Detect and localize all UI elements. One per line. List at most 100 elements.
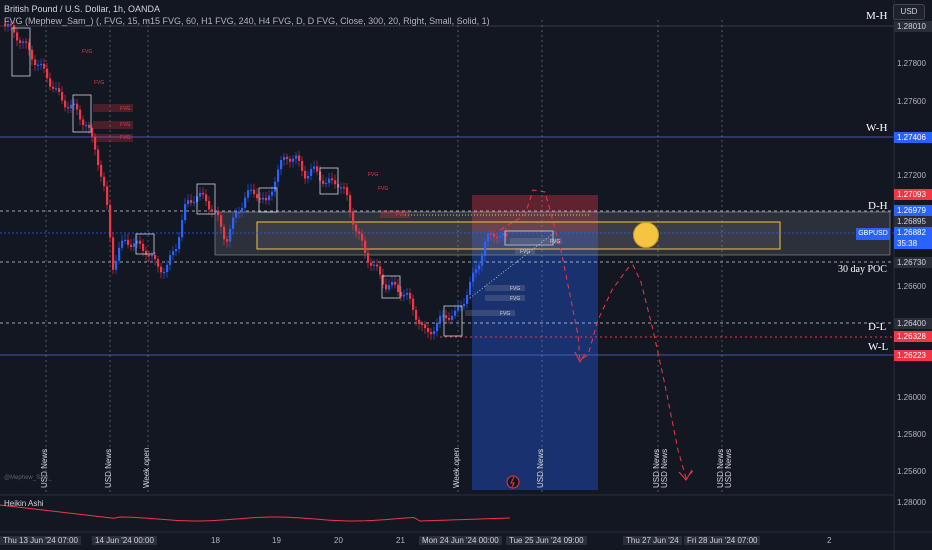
candle-body: [37, 64, 40, 66]
candle-body: [193, 201, 196, 204]
candle-body: [448, 317, 451, 320]
candle-body: [358, 231, 361, 234]
candle-body: [22, 41, 25, 43]
candle-body: [268, 195, 271, 201]
fvg-label: FVG: [550, 239, 561, 245]
candle-body: [82, 119, 85, 126]
short-position-target-zone[interactable]: [472, 232, 598, 490]
candle-body: [136, 240, 139, 244]
candle-body: [460, 306, 463, 308]
candle-body: [163, 271, 166, 274]
candle-body: [484, 241, 487, 256]
candle-body: [175, 249, 178, 252]
event-label: USD News: [536, 448, 545, 488]
candle-body: [250, 189, 253, 191]
candle-body: [28, 42, 31, 50]
candle-body: [19, 40, 22, 43]
candle-body: [49, 78, 52, 87]
candle-body: [103, 176, 106, 187]
candle-body: [349, 195, 352, 212]
candle-body: [316, 166, 319, 172]
price-label: 1.27600: [897, 97, 926, 106]
price-candles: [4, 18, 508, 340]
candle-body: [154, 255, 157, 260]
premium-array-box[interactable]: [256, 221, 781, 250]
price-label: 1.27200: [897, 171, 926, 180]
candle-body: [40, 63, 43, 66]
level-label-weekly-high: W-H: [866, 122, 888, 134]
candle-body: [100, 164, 103, 177]
candle-body: [382, 274, 385, 285]
daily-fvg-zone[interactable]: [214, 211, 891, 256]
candle-body: [142, 243, 145, 251]
candle-body: [283, 156, 286, 161]
candle-body: [16, 32, 19, 41]
candle-body: [493, 233, 496, 237]
candle-body: [64, 100, 67, 108]
projected-path[interactable]: [499, 189, 695, 479]
candle-body: [490, 233, 493, 235]
candle-body: [505, 233, 508, 237]
price-label: 1.26223: [894, 350, 932, 361]
candle-body: [334, 180, 337, 185]
candle-body: [376, 264, 379, 267]
candle-body: [451, 315, 454, 320]
candle-body: [379, 266, 382, 275]
candle-body: [436, 322, 439, 332]
event-label: USD News: [104, 448, 113, 488]
candle-body: [67, 107, 70, 109]
fvg-label: FVG: [94, 80, 105, 86]
candle-body: [97, 149, 100, 165]
candle-body: [109, 204, 112, 238]
candle-body: [424, 324, 427, 329]
candle-body: [472, 272, 475, 282]
candle-body: [397, 284, 400, 292]
symbol-tag: GBPUSD: [856, 228, 890, 240]
candle-body: [310, 168, 313, 176]
fvg-label: FVG: [120, 106, 131, 112]
candle-body: [76, 103, 79, 110]
candle-body: [166, 264, 169, 272]
candle-body: [427, 328, 430, 333]
candle-body: [346, 187, 349, 196]
short-position-risk-zone[interactable]: [472, 195, 598, 232]
candle-body: [85, 124, 88, 127]
candle-body: [388, 285, 391, 290]
candle-body: [202, 192, 205, 195]
candle-body: [439, 316, 442, 323]
currency-button[interactable]: USD: [893, 4, 925, 20]
candle-body: [322, 180, 325, 184]
candle-body: [403, 294, 406, 297]
price-label: 1.27406: [894, 132, 932, 143]
candle-body: [217, 210, 220, 216]
price-label: 1.26730: [894, 257, 932, 268]
alert-icon[interactable]: [506, 475, 520, 489]
sub-indicator-title[interactable]: Heikin Ashi: [4, 499, 44, 508]
price-label: 1.26328: [894, 331, 932, 342]
candle-body: [133, 243, 136, 247]
price-label: 1.25800: [897, 430, 926, 439]
candle-body: [205, 194, 208, 202]
candle-body: [52, 86, 55, 89]
fvg-label: FVG: [378, 186, 389, 192]
time-label: Thu 13 Jun '24 07:00: [0, 536, 81, 545]
time-label: 2: [827, 536, 832, 545]
level-label-monthly-high: M-H: [866, 10, 888, 22]
fvg-label: FVG: [82, 49, 93, 55]
candle-body: [463, 303, 466, 307]
indicator-legend[interactable]: FVG (Mephew_Sam_) (, FVG, 15, m15 FVG, 6…: [4, 16, 490, 26]
time-label: 19: [272, 536, 281, 545]
candle-body: [400, 291, 403, 297]
event-label: Week open: [452, 447, 461, 488]
candle-body: [385, 284, 388, 290]
candle-body: [241, 207, 244, 213]
candle-body: [391, 281, 394, 286]
event-label: USD News: [660, 448, 669, 488]
candle-body: [112, 237, 115, 270]
thinking-emoji-icon: [633, 222, 659, 248]
price-label: 1.28000: [897, 498, 926, 507]
candle-body: [172, 251, 175, 256]
candle-body: [340, 187, 343, 189]
candle-body: [289, 158, 292, 162]
